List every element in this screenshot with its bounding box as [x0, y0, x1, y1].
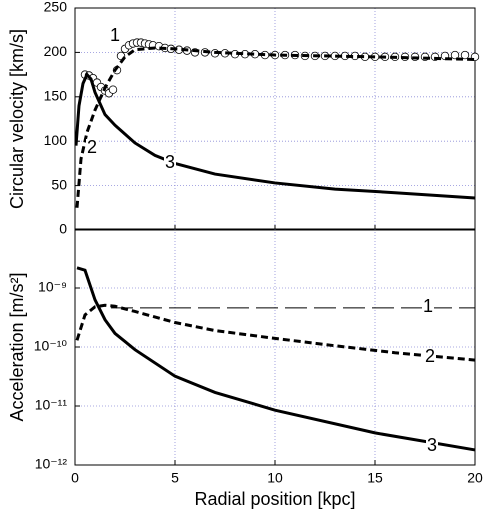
- data-line: [76, 266, 476, 452]
- y-tick-label: 100: [44, 132, 68, 148]
- x-tick-label: 15: [367, 470, 383, 486]
- y-tick-label: 250: [44, 0, 68, 15]
- y-tick-label: 150: [44, 88, 68, 104]
- series-label: 2: [425, 346, 435, 366]
- y-tick-label: 10⁻¹²: [35, 456, 68, 472]
- plot-frame: [74, 228, 476, 466]
- series-label-bg: [86, 139, 98, 157]
- y-axis-label: Circular velocity [km/s]: [7, 29, 27, 209]
- data-point: [450, 50, 460, 60]
- x-tick-label: 0: [71, 470, 79, 486]
- x-axis-label: Radial position [kpc]: [194, 489, 355, 509]
- y-tick-label: 10⁻¹⁰: [34, 338, 68, 354]
- series-label: 2: [87, 137, 97, 157]
- series-label: 1: [423, 296, 433, 316]
- series-label-bg: [424, 348, 436, 366]
- y-tick-label: 10⁻¹¹: [35, 397, 68, 413]
- series-label: 3: [427, 435, 437, 455]
- data-point: [108, 85, 118, 94]
- y-tick-label: 10⁻⁹: [38, 279, 67, 295]
- series-label-bg: [426, 437, 438, 455]
- series-label-bg: [109, 27, 121, 45]
- y-axis-label: Acceleration [m/s²]: [7, 272, 27, 421]
- data-line: [74, 71, 476, 200]
- series-label-bg: [422, 298, 434, 316]
- x-tick-label: 20: [467, 470, 483, 486]
- data-point: [460, 50, 470, 60]
- y-tick-label: 0: [59, 221, 67, 237]
- x-tick-label: 5: [171, 470, 179, 486]
- y-tick-label: 200: [44, 43, 68, 59]
- series-label: 1: [110, 25, 120, 45]
- x-tick-label: 10: [267, 470, 283, 486]
- data-line: [75, 46, 476, 208]
- y-tick-label: 50: [51, 176, 67, 192]
- series-label: 3: [165, 152, 175, 172]
- series-label-bg: [164, 154, 176, 172]
- data-line: [75, 303, 476, 362]
